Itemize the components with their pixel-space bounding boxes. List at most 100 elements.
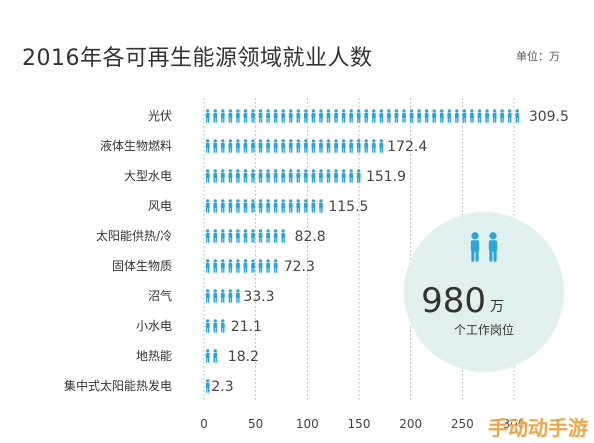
person-icon (432, 109, 437, 123)
person-icon (243, 139, 248, 153)
category-label: 光伏 (148, 109, 172, 123)
person-icon (500, 109, 505, 123)
person-icon (220, 199, 225, 213)
category-label: 小水电 (136, 319, 172, 333)
person-icon (311, 169, 316, 183)
x-tick-label: 100 (296, 417, 319, 431)
person-icon (220, 319, 225, 333)
person-icon (341, 109, 346, 123)
person-icon (477, 109, 482, 123)
person-icon (273, 109, 278, 123)
person-icon (364, 109, 369, 123)
person-icon (281, 169, 286, 183)
category-label: 大型水电 (124, 169, 172, 183)
person-icon (303, 169, 308, 183)
person-icon (258, 259, 263, 273)
x-tick-label: 150 (348, 417, 371, 431)
x-tick-label: 50 (248, 417, 263, 431)
person-icon (319, 169, 323, 183)
person-icon (205, 289, 210, 303)
bubble-label: 个工作岗位 (454, 322, 514, 337)
person-icon (515, 109, 520, 123)
category-label: 地热能 (136, 349, 172, 363)
person-icon (228, 259, 233, 273)
person-icon (266, 199, 271, 213)
bar (205, 379, 210, 393)
person-icon (334, 139, 338, 153)
person-icon (296, 169, 301, 183)
person-icon (251, 109, 255, 123)
person-icon (341, 169, 346, 183)
person-icon (266, 229, 271, 243)
person-icon (205, 229, 210, 243)
person-icon (213, 169, 218, 183)
data-label: 72.3 (284, 259, 315, 275)
person-icon (213, 229, 218, 243)
person-icon (273, 259, 278, 273)
category-label: 太阳能供热/冷 (96, 228, 172, 243)
person-icon (235, 259, 240, 273)
person-icon (258, 169, 263, 183)
bar (205, 229, 286, 243)
person-icon (205, 199, 210, 213)
category-label: 固体生物质 (112, 259, 172, 273)
category-label: 液体生物燃料 (100, 138, 172, 153)
data-label: 115.5 (328, 199, 368, 215)
person-icon (258, 109, 263, 123)
person-icon (334, 109, 338, 123)
person-icon (311, 139, 316, 153)
person-icon (243, 109, 248, 123)
person-icon (281, 109, 286, 123)
category-label: 沼气 (148, 288, 172, 303)
person-icon (409, 109, 414, 123)
person-icon (258, 199, 263, 213)
jobs-bubble (404, 212, 564, 372)
person-icon (251, 229, 255, 243)
person-icon (303, 109, 308, 123)
person-icon (213, 109, 218, 123)
person-icon (311, 199, 316, 213)
category-label: 风电 (148, 199, 172, 213)
person-icon (243, 229, 248, 243)
person-icon (303, 139, 308, 153)
person-icon (228, 139, 233, 153)
person-icon (485, 109, 489, 123)
unit-label: 单位：万 (516, 50, 560, 63)
person-icon (319, 199, 323, 213)
person-icon (266, 169, 271, 183)
data-label: 2.3 (211, 379, 233, 395)
person-icon (205, 169, 210, 183)
person-icon (213, 349, 218, 363)
person-icon (341, 139, 346, 153)
person-icon (288, 199, 293, 213)
data-label: 309.5 (529, 109, 569, 125)
person-icon (379, 139, 384, 153)
person-icon (288, 109, 293, 123)
person-icon (205, 379, 210, 393)
person-icon (235, 109, 240, 123)
data-label: 18.2 (228, 349, 259, 365)
person-icon (251, 169, 255, 183)
person-icon (356, 169, 361, 183)
bubble-number: 980 (421, 281, 486, 321)
person-icon (303, 199, 308, 213)
person-icon (243, 259, 248, 273)
x-tick-label: 200 (399, 417, 422, 431)
person-icon (266, 109, 271, 123)
person-icon (296, 109, 301, 123)
person-icon (213, 139, 218, 153)
data-label: 33.3 (243, 289, 274, 305)
person-icon (228, 199, 233, 213)
person-icon (213, 199, 218, 213)
person-icon (311, 109, 316, 123)
chart-title: 2016年各可再生能源领域就业人数 (22, 46, 373, 71)
person-icon (273, 229, 278, 243)
person-icon (266, 259, 271, 273)
person-icon (349, 139, 354, 153)
bubble-unit: 万 (490, 299, 504, 315)
person-icon (213, 319, 218, 333)
bar (205, 109, 520, 123)
bar (205, 319, 225, 333)
person-icon (235, 289, 240, 303)
